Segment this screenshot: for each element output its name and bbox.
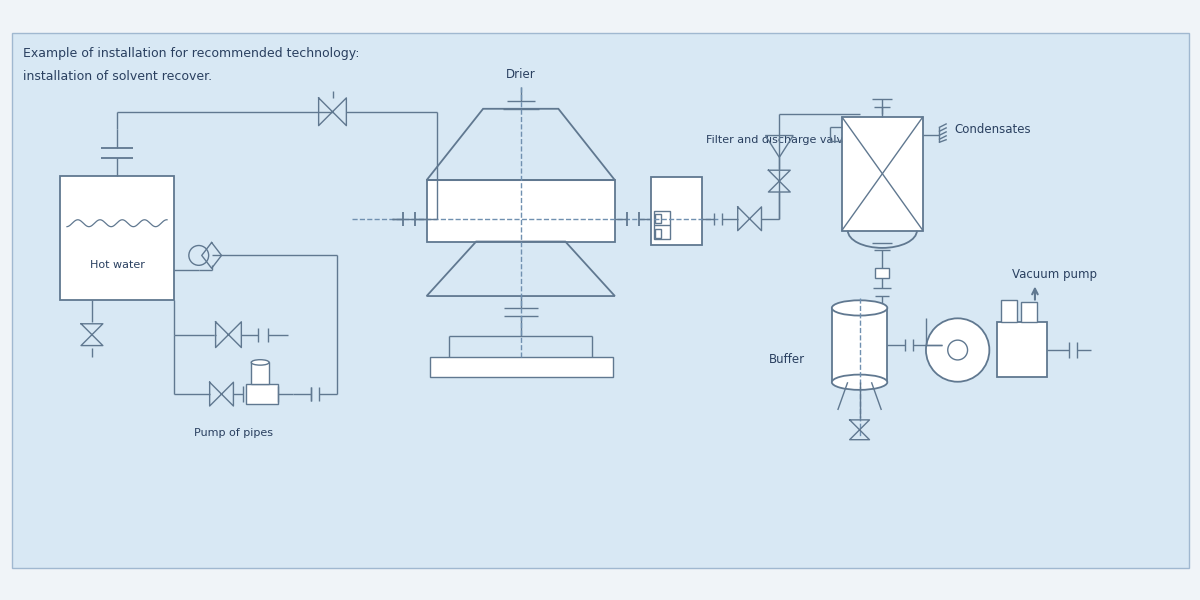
Circle shape — [926, 319, 989, 382]
Bar — [997, 322, 1046, 377]
Text: Pump of pipes: Pump of pipes — [194, 428, 272, 438]
Ellipse shape — [832, 300, 887, 316]
Text: Filter and discharge valve: Filter and discharge valve — [706, 136, 850, 145]
Bar — [246, 384, 278, 404]
Bar — [655, 229, 661, 238]
Ellipse shape — [832, 374, 887, 390]
Text: Hot water: Hot water — [90, 260, 144, 271]
Ellipse shape — [251, 359, 269, 365]
Bar — [251, 362, 269, 384]
Bar — [427, 180, 614, 242]
Text: Example of installation for recommended technology:: Example of installation for recommended … — [23, 47, 360, 61]
Bar — [430, 358, 613, 377]
Text: Drier: Drier — [506, 68, 535, 81]
Bar — [60, 176, 174, 300]
Bar — [832, 308, 887, 382]
Bar — [655, 214, 661, 223]
FancyBboxPatch shape — [12, 32, 1188, 568]
Bar — [876, 268, 889, 278]
Bar — [841, 117, 923, 230]
Text: Buffer: Buffer — [769, 353, 805, 367]
Bar — [1021, 302, 1037, 322]
Text: installation of solvent recover.: installation of solvent recover. — [23, 70, 212, 83]
Bar — [654, 211, 671, 239]
Text: Vacuum pump: Vacuum pump — [1012, 268, 1097, 281]
Bar — [1001, 301, 1018, 322]
Text: Condensates: Condensates — [955, 123, 1031, 136]
Bar — [650, 177, 702, 245]
